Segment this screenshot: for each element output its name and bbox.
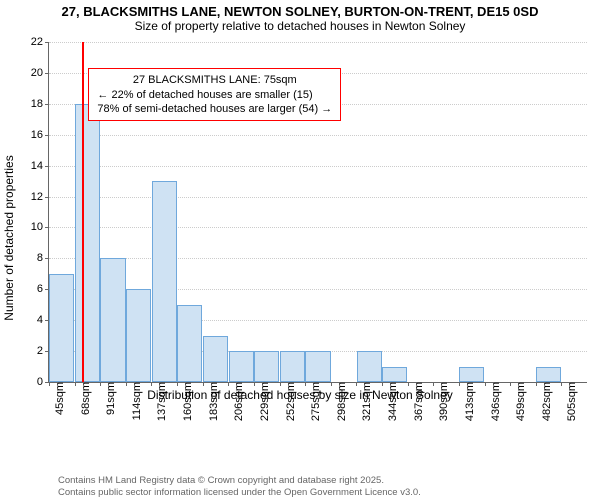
y-tick-label: 18 [31, 98, 49, 110]
x-tick-mark [177, 382, 178, 386]
footnote: Contains HM Land Registry data © Crown c… [58, 475, 421, 498]
y-tick-label: 2 [37, 345, 49, 357]
chart-title-main: 27, BLACKSMITHS LANE, NEWTON SOLNEY, BUR… [0, 0, 600, 19]
y-tick-label: 22 [31, 36, 49, 48]
x-tick-mark [331, 382, 332, 386]
histogram-bar [126, 289, 151, 382]
x-tick-mark [561, 382, 562, 386]
y-tick-label: 4 [37, 314, 49, 326]
annotation-line: ← 22% of detached houses are smaller (15… [97, 88, 332, 102]
histogram-bar [229, 351, 254, 382]
x-tick-mark [433, 382, 434, 386]
x-tick-mark [228, 382, 229, 386]
gridline [49, 166, 587, 167]
x-tick-mark [49, 382, 50, 386]
histogram-bar [382, 367, 407, 382]
y-tick-label: 8 [37, 252, 49, 264]
footnote-line-1: Contains HM Land Registry data © Crown c… [58, 475, 421, 486]
histogram-bar [280, 351, 305, 382]
x-tick-mark [280, 382, 281, 386]
y-tick-label: 10 [31, 221, 49, 233]
x-tick-mark [382, 382, 383, 386]
histogram-bar [254, 351, 279, 382]
x-tick-mark [254, 382, 255, 386]
histogram-bar [459, 367, 484, 382]
x-tick-mark [356, 382, 357, 386]
annotation-line: 27 BLACKSMITHS LANE: 75sqm [97, 73, 332, 87]
y-tick-label: 14 [31, 160, 49, 172]
annotation-box: 27 BLACKSMITHS LANE: 75sqm← 22% of detac… [88, 68, 341, 121]
histogram-bar [203, 336, 228, 382]
y-tick-label: 12 [31, 191, 49, 203]
y-tick-label: 20 [31, 67, 49, 79]
x-tick-mark [485, 382, 486, 386]
x-tick-mark [203, 382, 204, 386]
y-tick-label: 16 [31, 129, 49, 141]
x-tick-mark [126, 382, 127, 386]
histogram-bar [152, 181, 177, 382]
chart-title-sub: Size of property relative to detached ho… [0, 19, 600, 35]
x-tick-mark [408, 382, 409, 386]
y-tick-label: 6 [37, 283, 49, 295]
gridline [49, 197, 587, 198]
x-tick-mark [536, 382, 537, 386]
histogram-bar [177, 305, 202, 382]
marker-line [82, 42, 84, 382]
histogram-bar [305, 351, 330, 382]
chart: Number of detached properties 0246810121… [0, 38, 600, 438]
gridline [49, 135, 587, 136]
histogram-bar [100, 258, 125, 382]
footnote-line-2: Contains public sector information licen… [58, 487, 421, 498]
histogram-bar [75, 104, 100, 382]
x-tick-mark [75, 382, 76, 386]
gridline [49, 258, 587, 259]
y-tick-label: 0 [37, 376, 49, 388]
x-tick-mark [510, 382, 511, 386]
annotation-line: 78% of semi-detached houses are larger (… [97, 102, 332, 116]
histogram-bar [536, 367, 561, 382]
x-tick-mark [459, 382, 460, 386]
gridline [49, 42, 587, 43]
x-axis-label: Distribution of detached houses by size … [0, 388, 600, 402]
histogram-bar [49, 274, 74, 382]
gridline [49, 227, 587, 228]
plot-area: 024681012141618202245sqm68sqm91sqm114sqm… [48, 42, 586, 382]
histogram-bar [357, 351, 382, 382]
x-tick-mark [100, 382, 101, 386]
x-tick-mark [151, 382, 152, 386]
x-tick-mark [305, 382, 306, 386]
